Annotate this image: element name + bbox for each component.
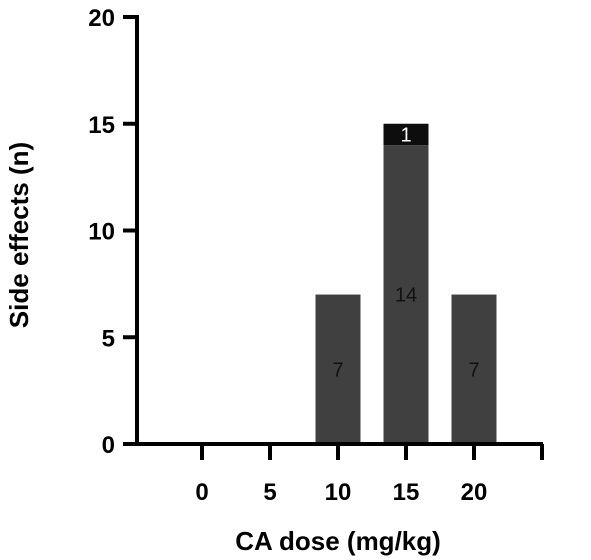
y-tick-label: 0	[102, 432, 115, 459]
bar-data-label: 7	[468, 359, 479, 381]
y-tick-label: 20	[88, 5, 115, 32]
x-tick-label: 20	[461, 479, 488, 506]
bar-data-label: 7	[332, 359, 343, 381]
bar-segment	[315, 294, 361, 444]
y-tick-label: 5	[102, 325, 115, 352]
x-tick-label: 15	[393, 479, 420, 506]
y-axis-title: Side effects (n)	[4, 142, 34, 328]
bar-data-label: 1	[400, 124, 411, 146]
x-axis-ticks: 0 5 10 15 20	[195, 444, 544, 506]
bar-data-label: 14	[395, 285, 417, 307]
y-tick-label: 15	[88, 112, 115, 139]
y-axis-ticks: 0 5 10 15 20	[88, 5, 137, 459]
y-tick-label: 10	[88, 219, 115, 246]
x-axis-title: CA dose (mg/kg)	[235, 526, 441, 556]
bar-segment	[451, 294, 497, 444]
x-tick-label: 0	[195, 479, 208, 506]
bar-segment	[383, 145, 429, 444]
bar-segment	[383, 123, 429, 146]
bar-data-labels: 7 14 1 7	[332, 124, 479, 381]
bars	[315, 123, 497, 444]
x-tick-label: 5	[263, 479, 276, 506]
x-tick-label: 10	[325, 479, 352, 506]
